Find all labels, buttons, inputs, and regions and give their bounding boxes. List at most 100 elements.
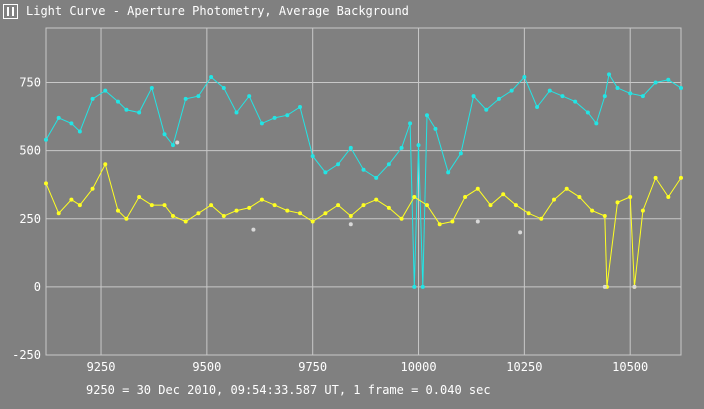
- flagged-point: [632, 284, 637, 289]
- y-tick-label: 750: [19, 76, 41, 90]
- comparison-series-point: [272, 203, 277, 208]
- target-series-point: [77, 129, 82, 134]
- target-series-point: [433, 126, 438, 131]
- target-series-point: [535, 105, 540, 110]
- target-series-point: [484, 107, 489, 112]
- light-curve-app-icon[interactable]: [3, 4, 18, 19]
- target-series-point: [69, 121, 74, 126]
- comparison-series-point: [247, 205, 252, 210]
- target-series-point: [471, 94, 476, 99]
- flagged-point: [518, 230, 523, 235]
- target-series-point: [183, 96, 188, 101]
- x-tick-label: 9500: [192, 360, 221, 374]
- comparison-series-point: [450, 219, 455, 224]
- target-series-point: [115, 99, 120, 104]
- y-tick-label: 500: [19, 144, 41, 158]
- target-series-point: [594, 121, 599, 126]
- comparison-series-line: [45, 162, 682, 287]
- target-series-point: [412, 284, 417, 289]
- target-series-point: [640, 94, 645, 99]
- target-series-point: [496, 96, 501, 101]
- target-series-point: [547, 88, 552, 93]
- comparison-series-point: [488, 203, 493, 208]
- target-series-point: [209, 75, 214, 80]
- comparison-series-point: [56, 211, 61, 216]
- target-series-point: [408, 121, 413, 126]
- target-series-point: [162, 132, 167, 137]
- target-series-point: [386, 162, 391, 167]
- comparison-series-point: [679, 175, 683, 180]
- x-tick-label: 10250: [506, 360, 542, 374]
- target-series-point: [416, 143, 421, 148]
- comparison-series-point: [259, 197, 264, 202]
- target-series-point: [425, 113, 429, 118]
- comparison-series-point: [399, 216, 404, 221]
- comparison-series-point: [137, 194, 142, 199]
- comparison-series-point: [183, 219, 188, 224]
- y-tick-label: 0: [34, 280, 41, 294]
- target-series-point: [420, 284, 425, 289]
- comparison-series-point: [412, 194, 417, 199]
- target-series-point: [90, 96, 95, 101]
- flagged-point: [251, 227, 256, 232]
- target-series-point: [573, 99, 578, 104]
- target-series-point: [628, 91, 633, 96]
- target-series-point: [323, 170, 328, 175]
- comparison-series-point: [590, 208, 595, 213]
- comparison-series-point: [310, 219, 315, 224]
- target-series-point: [615, 85, 620, 90]
- target-series-point: [560, 94, 565, 99]
- comparison-series-point: [348, 214, 353, 219]
- comparison-series-point: [234, 208, 239, 213]
- target-series-point: [679, 85, 683, 90]
- x-tick-label: 9750: [298, 360, 327, 374]
- comparison-series-point: [77, 203, 82, 208]
- time-reference-caption: 9250 = 30 Dec 2010, 09:54:33.587 UT, 1 f…: [86, 383, 491, 397]
- target-series-point: [124, 107, 129, 112]
- flagged-point: [175, 140, 180, 145]
- comparison-series-point: [221, 214, 226, 219]
- comparison-series-point: [44, 181, 48, 186]
- target-series-point: [103, 88, 108, 93]
- comparison-series-point: [115, 208, 120, 213]
- target-series-point: [196, 94, 201, 99]
- comparison-series-point: [552, 197, 556, 202]
- comparison-series-point: [196, 211, 201, 216]
- comparison-series-point: [602, 214, 607, 219]
- comparison-series-point: [640, 208, 645, 213]
- comparison-series-point: [437, 222, 442, 227]
- comparison-series-point: [615, 200, 620, 205]
- comparison-series-point: [285, 208, 290, 213]
- target-series-point: [259, 121, 264, 126]
- target-series-point: [374, 175, 379, 180]
- target-series-point: [171, 143, 175, 148]
- comparison-series-point: [149, 203, 154, 208]
- comparison-series-point: [501, 192, 506, 197]
- flagged-point: [475, 219, 480, 224]
- comparison-series-point: [374, 197, 379, 202]
- comparison-series-point: [124, 216, 129, 221]
- target-series-point: [234, 110, 239, 115]
- comparison-series-point: [103, 162, 108, 167]
- comparison-series-point: [336, 203, 341, 208]
- comparison-series-point: [323, 211, 328, 216]
- target-series-point: [361, 167, 366, 172]
- comparison-series-point: [90, 186, 95, 191]
- target-series-point: [348, 145, 353, 150]
- target-series-point: [310, 154, 315, 159]
- x-tick-label: 9250: [87, 360, 116, 374]
- comparison-series-point: [69, 197, 74, 202]
- target-series-point: [44, 137, 48, 142]
- target-series-point: [247, 94, 252, 99]
- target-series-point: [509, 88, 514, 93]
- comparison-series-point: [171, 214, 175, 219]
- comparison-series-point: [162, 203, 167, 208]
- comparison-series-point: [361, 203, 366, 208]
- target-series-point: [653, 80, 658, 85]
- comparison-series-point: [513, 203, 518, 208]
- window-titlebar: Light Curve - Aperture Photometry, Avera…: [0, 0, 704, 24]
- target-series-point: [607, 72, 612, 77]
- target-series-point: [458, 151, 463, 156]
- comparison-series-point: [386, 205, 391, 210]
- comparison-series-point: [526, 211, 531, 216]
